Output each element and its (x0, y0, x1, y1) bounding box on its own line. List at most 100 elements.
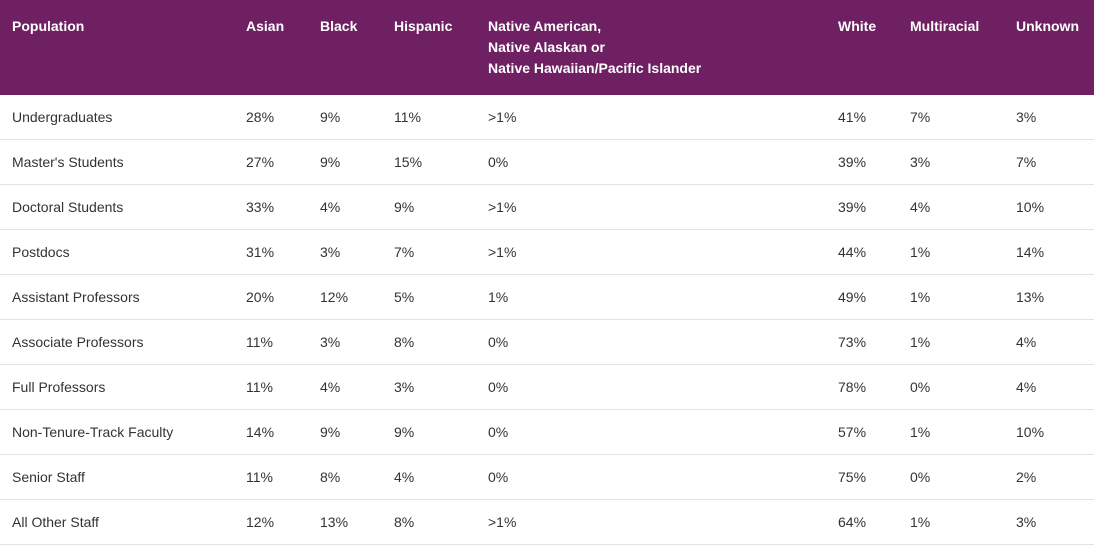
row-label: Undergraduates (0, 95, 234, 140)
table-body: Undergraduates28%9%11%>1%41%7%3%Master's… (0, 95, 1094, 545)
cell-value: 11% (234, 320, 308, 365)
table-header-row: Population Asian Black Hispanic Native A… (0, 0, 1094, 95)
col-unknown: Unknown (1004, 0, 1094, 95)
cell-value: 9% (382, 410, 476, 455)
table-header: Population Asian Black Hispanic Native A… (0, 0, 1094, 95)
cell-value: 1% (898, 410, 1004, 455)
row-label: Master's Students (0, 140, 234, 185)
cell-value: 11% (382, 95, 476, 140)
cell-value: 1% (898, 500, 1004, 545)
cell-value: 49% (826, 275, 898, 320)
cell-value: 1% (898, 320, 1004, 365)
col-multiracial: Multiracial (898, 0, 1004, 95)
cell-value: 14% (1004, 230, 1094, 275)
col-native: Native American,Native Alaskan orNative … (476, 0, 826, 95)
cell-value: 7% (1004, 140, 1094, 185)
table-row: Undergraduates28%9%11%>1%41%7%3% (0, 95, 1094, 140)
cell-value: 73% (826, 320, 898, 365)
cell-value: 13% (1004, 275, 1094, 320)
cell-value: >1% (476, 230, 826, 275)
cell-value: >1% (476, 185, 826, 230)
table-row: Postdocs31%3%7%>1%44%1%14% (0, 230, 1094, 275)
cell-value: 4% (308, 365, 382, 410)
cell-value: 3% (1004, 500, 1094, 545)
cell-value: 7% (382, 230, 476, 275)
cell-value: 11% (234, 455, 308, 500)
col-black: Black (308, 0, 382, 95)
cell-value: 75% (826, 455, 898, 500)
col-asian: Asian (234, 0, 308, 95)
cell-value: 3% (308, 230, 382, 275)
cell-value: 8% (382, 500, 476, 545)
cell-value: 10% (1004, 410, 1094, 455)
cell-value: >1% (476, 500, 826, 545)
table-row: Master's Students27%9%15%0%39%3%7% (0, 140, 1094, 185)
cell-value: 3% (308, 320, 382, 365)
cell-value: 31% (234, 230, 308, 275)
row-label: Associate Professors (0, 320, 234, 365)
cell-value: 27% (234, 140, 308, 185)
table-row: All Other Staff12%13%8%>1%64%1%3% (0, 500, 1094, 545)
cell-value: 3% (382, 365, 476, 410)
cell-value: 4% (898, 185, 1004, 230)
cell-value: 4% (1004, 320, 1094, 365)
table-row: Non-Tenure-Track Faculty14%9%9%0%57%1%10… (0, 410, 1094, 455)
cell-value: 12% (234, 500, 308, 545)
cell-value: 44% (826, 230, 898, 275)
cell-value: 9% (308, 410, 382, 455)
col-population: Population (0, 0, 234, 95)
cell-value: 3% (1004, 95, 1094, 140)
cell-value: 9% (308, 140, 382, 185)
table-row: Associate Professors11%3%8%0%73%1%4% (0, 320, 1094, 365)
row-label: All Other Staff (0, 500, 234, 545)
cell-value: 2% (1004, 455, 1094, 500)
cell-value: 7% (898, 95, 1004, 140)
col-white: White (826, 0, 898, 95)
cell-value: 39% (826, 140, 898, 185)
demographics-table-container: Population Asian Black Hispanic Native A… (0, 0, 1094, 545)
cell-value: 0% (476, 140, 826, 185)
cell-value: 0% (476, 410, 826, 455)
cell-value: 0% (476, 365, 826, 410)
cell-value: 15% (382, 140, 476, 185)
cell-value: 64% (826, 500, 898, 545)
table-row: Senior Staff11%8%4%0%75%0%2% (0, 455, 1094, 500)
demographics-table: Population Asian Black Hispanic Native A… (0, 0, 1094, 545)
cell-value: 1% (476, 275, 826, 320)
cell-value: 1% (898, 275, 1004, 320)
cell-value: 0% (476, 320, 826, 365)
cell-value: 0% (476, 455, 826, 500)
cell-value: 5% (382, 275, 476, 320)
row-label: Postdocs (0, 230, 234, 275)
cell-value: 33% (234, 185, 308, 230)
cell-value: 10% (1004, 185, 1094, 230)
row-label: Assistant Professors (0, 275, 234, 320)
cell-value: 4% (382, 455, 476, 500)
cell-value: 20% (234, 275, 308, 320)
cell-value: 9% (308, 95, 382, 140)
row-label: Non-Tenure-Track Faculty (0, 410, 234, 455)
table-row: Assistant Professors20%12%5%1%49%1%13% (0, 275, 1094, 320)
cell-value: 13% (308, 500, 382, 545)
cell-value: 4% (1004, 365, 1094, 410)
cell-value: 8% (382, 320, 476, 365)
col-hispanic: Hispanic (382, 0, 476, 95)
row-label: Senior Staff (0, 455, 234, 500)
row-label: Doctoral Students (0, 185, 234, 230)
cell-value: 0% (898, 365, 1004, 410)
cell-value: 57% (826, 410, 898, 455)
table-row: Full Professors11%4%3%0%78%0%4% (0, 365, 1094, 410)
cell-value: 8% (308, 455, 382, 500)
cell-value: 1% (898, 230, 1004, 275)
cell-value: 0% (898, 455, 1004, 500)
cell-value: 3% (898, 140, 1004, 185)
cell-value: 28% (234, 95, 308, 140)
table-row: Doctoral Students33%4%9%>1%39%4%10% (0, 185, 1094, 230)
cell-value: 41% (826, 95, 898, 140)
cell-value: 4% (308, 185, 382, 230)
cell-value: 78% (826, 365, 898, 410)
cell-value: 9% (382, 185, 476, 230)
cell-value: >1% (476, 95, 826, 140)
cell-value: 39% (826, 185, 898, 230)
cell-value: 11% (234, 365, 308, 410)
